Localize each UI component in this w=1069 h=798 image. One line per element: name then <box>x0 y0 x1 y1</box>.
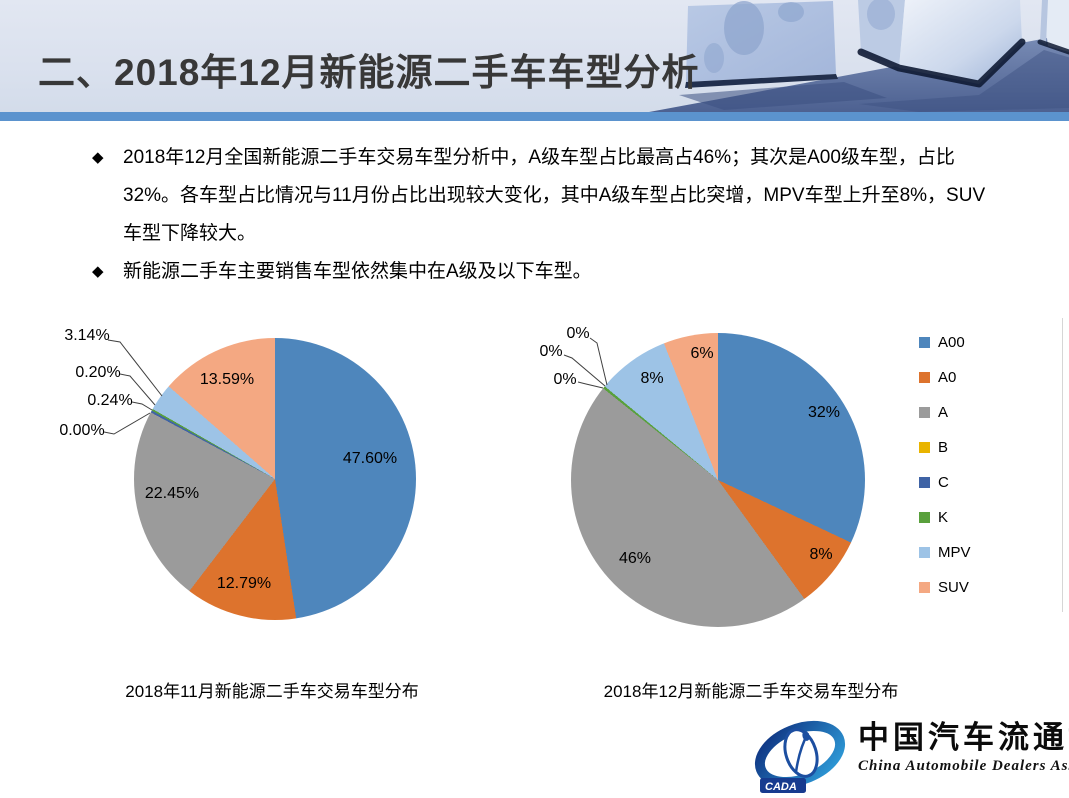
legend-label: SUV <box>938 579 969 596</box>
bullet-text: 2018年12月全国新能源二手车交易车型分析中，A级车型占比最高占46%；其次是… <box>123 147 986 244</box>
diamond-bullet-icon: ◆ <box>92 263 104 280</box>
legend-item: B <box>919 439 971 456</box>
chart-caption-december: 2018年12月新能源二手车交易车型分布 <box>603 682 899 701</box>
legend-label: A0 <box>938 369 957 386</box>
cada-name-chinese: 中国汽车流通协会 <box>858 720 1069 755</box>
cada-name-english: China Automobile Dealers Association <box>858 758 1069 774</box>
pie-label: 46% <box>618 550 652 567</box>
pie-chart-november <box>134 338 416 620</box>
header-accent-bar <box>0 112 1069 121</box>
bullet-list: ◆ 2018年12月全国新能源二手车交易车型分析中，A级车型占比最高占46%；其… <box>92 139 997 291</box>
legend-swatch-suv <box>919 582 930 593</box>
cada-logo-text: 中国汽车流通协会 China Automobile Dealers Associ… <box>858 720 1069 776</box>
pie-callout-label: 0.00% <box>59 422 105 439</box>
legend-swatch-b <box>919 442 930 453</box>
legend-label: K <box>938 509 949 526</box>
legend-item: K <box>919 509 971 526</box>
diamond-bullet-icon: ◆ <box>92 149 104 166</box>
bullet-text: 新能源二手车主要销售车型依然集中在A级及以下车型。 <box>123 261 592 282</box>
header-cubes-graphic <box>649 0 1069 112</box>
cada-acronym: CADA <box>765 781 797 793</box>
legend-item: A00 <box>919 334 971 351</box>
legend-swatch-k <box>919 512 930 523</box>
legend-item: A0 <box>919 369 971 386</box>
bullet-item: ◆ 新能源二手车主要销售车型依然集中在A级及以下车型。 <box>92 253 997 291</box>
chart-legend: A00 A0 A B C K MPV SUV <box>919 334 971 596</box>
legend-label: A <box>938 404 949 421</box>
legend-label: A00 <box>938 334 965 351</box>
page-title: 二、2018年12月新能源二手车车型分析 <box>38 52 700 93</box>
legend-swatch-a00 <box>919 337 930 348</box>
legend-label: B <box>938 439 949 456</box>
bullet-item: ◆ 2018年12月全国新能源二手车交易车型分析中，A级车型占比最高占46%；其… <box>92 139 997 253</box>
legend-item: A <box>919 404 971 421</box>
cada-logo: CADA 中国汽车流通协会 China Automobile Dealers A… <box>748 720 1069 796</box>
pie-callout-label: 0% <box>566 325 590 342</box>
pie-callout-label: 3.14% <box>64 327 110 344</box>
legend-item: MPV <box>919 544 971 561</box>
pie-chart-december <box>571 333 865 627</box>
pie-label: 12.79% <box>216 575 272 592</box>
pie-label: 6% <box>690 345 714 362</box>
legend-item: C <box>919 474 971 491</box>
pie-callout-label: 0.24% <box>87 392 133 409</box>
legend-swatch-a <box>919 407 930 418</box>
legend-swatch-mpv <box>919 547 930 558</box>
pie-label: 13.59% <box>199 371 255 388</box>
pie-callout-label: 0.20% <box>75 364 121 381</box>
legend-label: MPV <box>938 544 971 561</box>
pie-label: 8% <box>640 370 664 387</box>
legend-label: C <box>938 474 949 491</box>
pie-callout-label: 0% <box>539 343 563 360</box>
pie-callout-label: 0% <box>553 371 577 388</box>
pie-label: 8% <box>809 546 833 563</box>
legend-swatch-c <box>919 477 930 488</box>
pie-label: 32% <box>807 404 841 421</box>
chart-frame-line <box>1062 318 1063 612</box>
chart-caption-november: 2018年11月新能源二手车交易车型分布 <box>125 682 419 701</box>
pie-label: 22.45% <box>144 485 200 502</box>
legend-item: SUV <box>919 579 971 596</box>
pie-label: 47.60% <box>342 450 398 467</box>
header-band: 二、2018年12月新能源二手车车型分析 <box>0 0 1069 112</box>
legend-swatch-a0 <box>919 372 930 383</box>
cada-emblem-icon: CADA <box>754 720 846 793</box>
